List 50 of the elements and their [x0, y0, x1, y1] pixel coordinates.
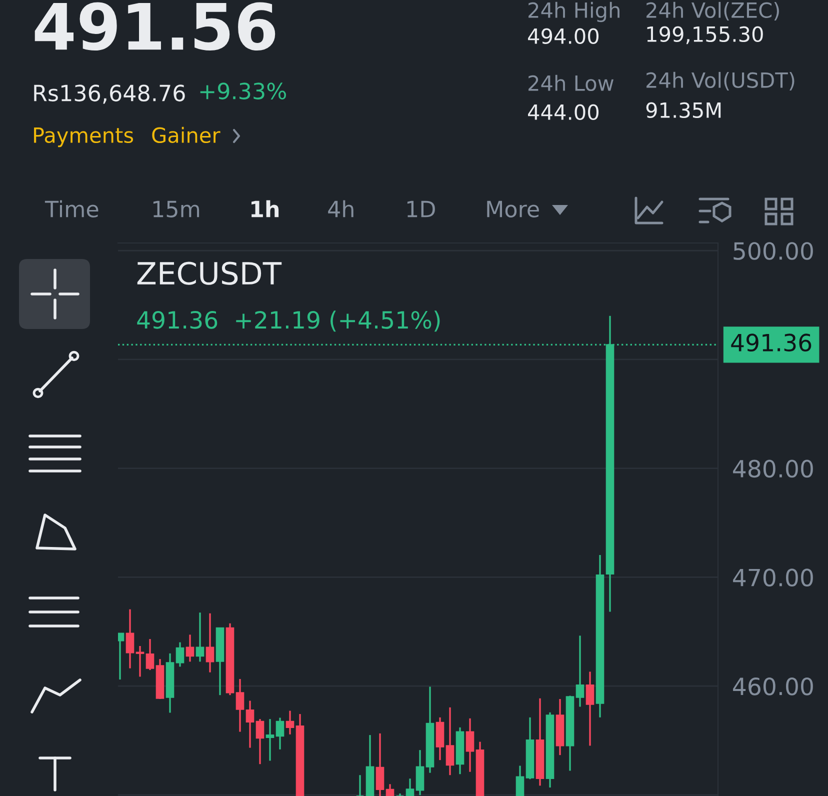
- candlestick: [276, 716, 284, 750]
- text: 4h: [328, 200, 354, 218]
- text: +9.33%: [200, 82, 286, 100]
- text: Payments: [34, 128, 134, 148]
- candlestick: [266, 718, 274, 762]
- text: Gainer: [152, 126, 220, 144]
- text: 444.00: [528, 104, 599, 120]
- text: Time: [44, 200, 98, 218]
- candlestick: [396, 792, 404, 796]
- text: 24h Vol(ZEC): [646, 2, 779, 20]
- text: 494.00: [528, 28, 599, 44]
- candlestick: [146, 638, 154, 671]
- candlestick: [186, 634, 194, 663]
- candlestick: [576, 634, 584, 708]
- text: 1h: [252, 200, 279, 218]
- candlestick: [176, 641, 184, 668]
- y-tick-label: 500.00: [734, 242, 813, 260]
- candlestick: [126, 608, 134, 670]
- y-tick-label: 470.00: [733, 568, 813, 586]
- candlestick: [136, 645, 144, 678]
- candlestick: [206, 612, 214, 674]
- candlestick: [236, 678, 244, 733]
- candlestick: [356, 774, 364, 796]
- candlestick: [286, 710, 294, 736]
- text: 24h Vol(USDT): [646, 72, 794, 90]
- candlestick: [256, 718, 264, 765]
- text: 491.36 +21.19 (+4.51%): [137, 310, 440, 332]
- candlestick: [516, 764, 524, 796]
- text: 199,155.30: [647, 26, 763, 44]
- text: 91.35M: [646, 102, 721, 118]
- chart-title: ZECUSDT: [137, 262, 282, 285]
- candlestick: [406, 778, 414, 796]
- text: Rs136,648.76: [34, 84, 185, 104]
- text: 24h Low: [528, 74, 614, 92]
- text: 15m: [153, 200, 200, 218]
- candlestick: [586, 670, 594, 747]
- text: More: [487, 200, 539, 218]
- candlestick: [446, 706, 454, 776]
- candlestick: [386, 783, 394, 796]
- candlestick: [246, 700, 254, 749]
- text: 1D: [407, 200, 435, 218]
- y-tick-label: 480.00: [733, 460, 813, 478]
- candlestick: [376, 732, 384, 796]
- text: 491.56: [34, 2, 276, 51]
- candlestick: [196, 612, 204, 663]
- y-tick-label: 460.00: [733, 678, 813, 696]
- candlestick: [416, 749, 424, 796]
- text: 24h High: [528, 2, 620, 22]
- candlestick: [466, 718, 474, 773]
- ref-line-label: 491.36: [731, 334, 812, 352]
